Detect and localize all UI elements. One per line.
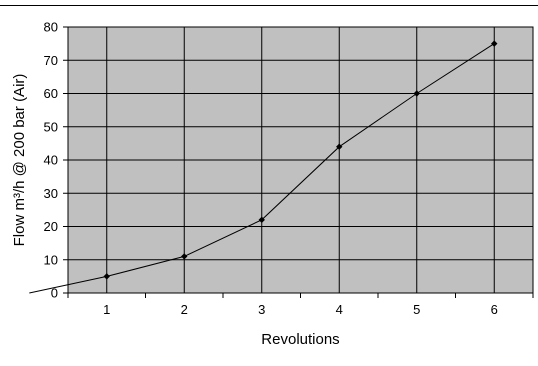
y-tick-label: 50 [44, 119, 58, 134]
x-axis-title: Revolutions [261, 331, 339, 348]
x-tick-label: 3 [258, 302, 265, 317]
y-tick-label: 0 [51, 286, 58, 301]
data-point [336, 143, 343, 150]
x-tick-label: 4 [336, 302, 343, 317]
x-tick-label: 1 [103, 302, 110, 317]
y-tick-label: 70 [44, 53, 58, 68]
series-flow [29, 40, 498, 294]
y-tick-label: 60 [44, 86, 58, 101]
x-tick-label: 6 [491, 302, 498, 317]
data-point [491, 40, 498, 47]
axes [63, 26, 534, 298]
data-point [181, 253, 188, 260]
y-tick-label: 20 [44, 219, 58, 234]
y-tick-label: 40 [44, 153, 58, 168]
y-tick-label: 30 [44, 186, 58, 201]
data-point [103, 273, 110, 280]
y-axis-title: Flow m³/h @ 200 bar (Air) [11, 74, 28, 247]
data-point [413, 90, 420, 97]
data-point [258, 216, 265, 224]
tick-labels: 0 10 20 30 40 50 60 70 80 1 2 3 4 5 6 [44, 20, 498, 318]
x-tick-label: 2 [181, 302, 188, 317]
x-tick-label: 5 [413, 302, 420, 317]
y-tick-label: 80 [44, 20, 58, 35]
y-tick-label: 10 [44, 252, 58, 267]
